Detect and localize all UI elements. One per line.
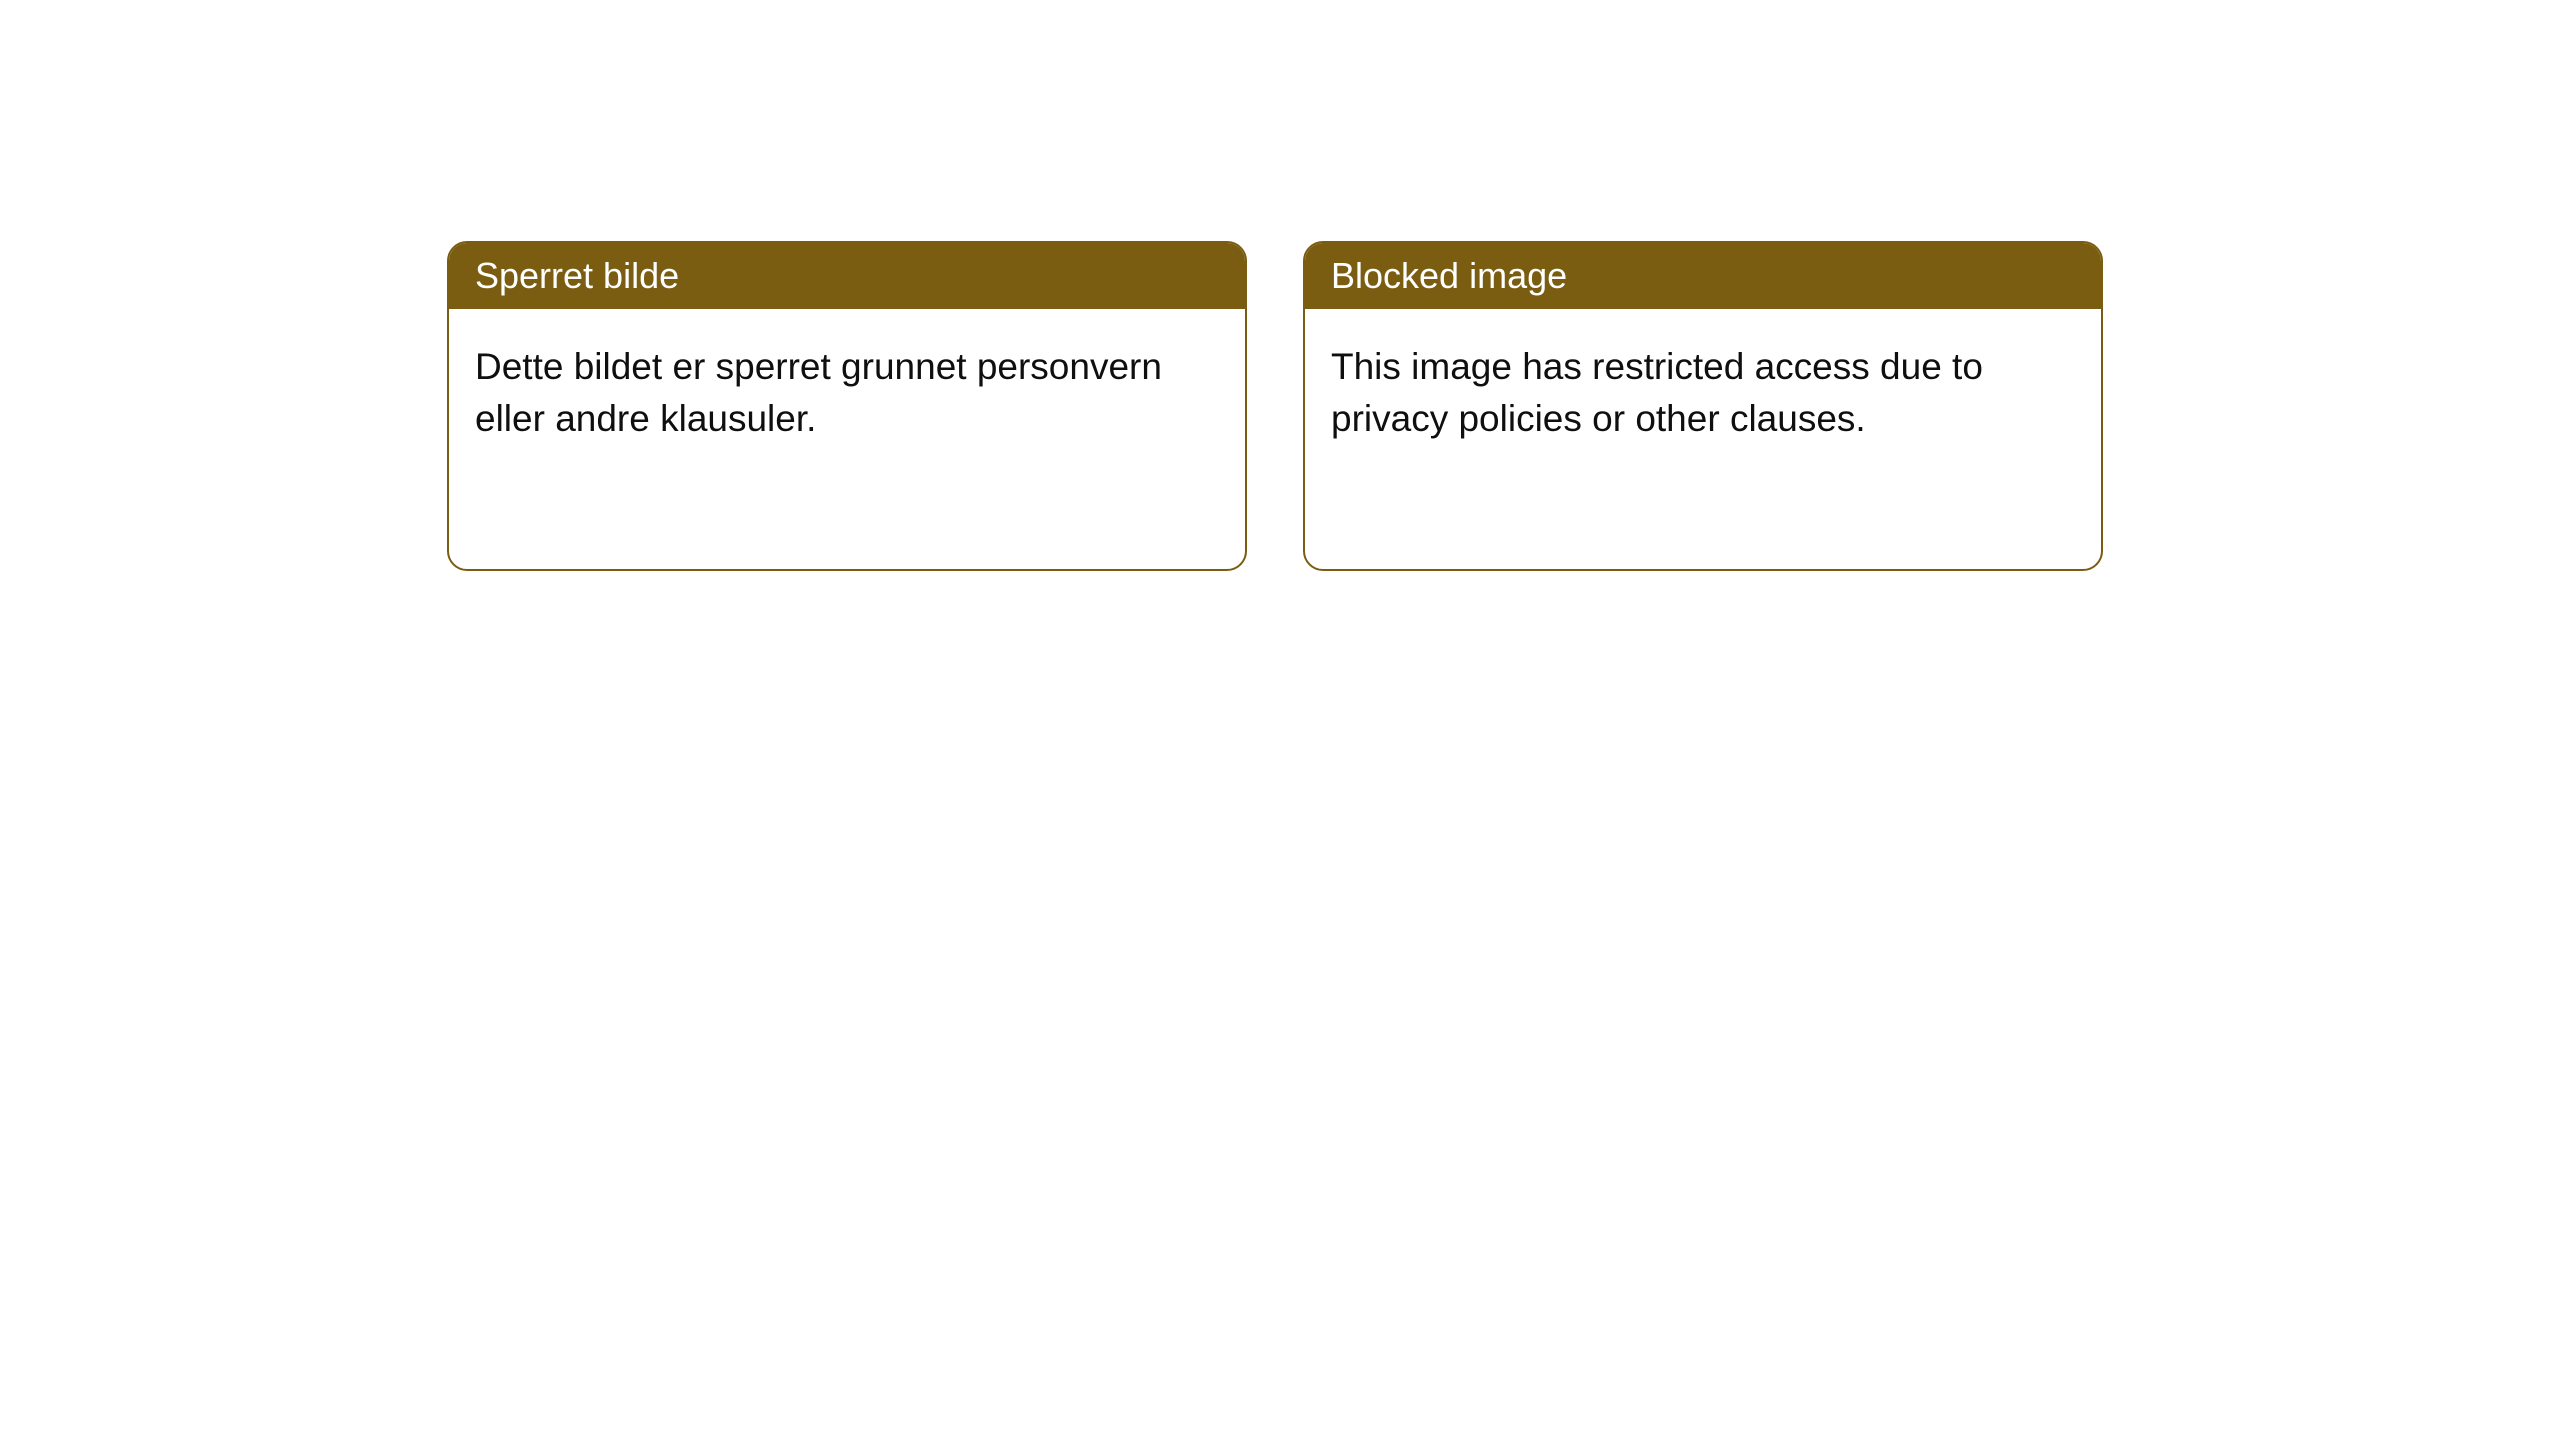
notice-container: Sperret bilde Dette bildet er sperret gr…	[0, 0, 2560, 571]
notice-card-english: Blocked image This image has restricted …	[1303, 241, 2103, 571]
notice-title: Blocked image	[1331, 255, 1567, 296]
notice-header: Blocked image	[1305, 243, 2101, 309]
notice-body-text: This image has restricted access due to …	[1331, 346, 1983, 439]
notice-card-norwegian: Sperret bilde Dette bildet er sperret gr…	[447, 241, 1247, 571]
notice-title: Sperret bilde	[475, 255, 679, 296]
notice-body-text: Dette bildet er sperret grunnet personve…	[475, 346, 1162, 439]
notice-header: Sperret bilde	[449, 243, 1245, 309]
notice-body: This image has restricted access due to …	[1305, 309, 2101, 477]
notice-body: Dette bildet er sperret grunnet personve…	[449, 309, 1245, 477]
